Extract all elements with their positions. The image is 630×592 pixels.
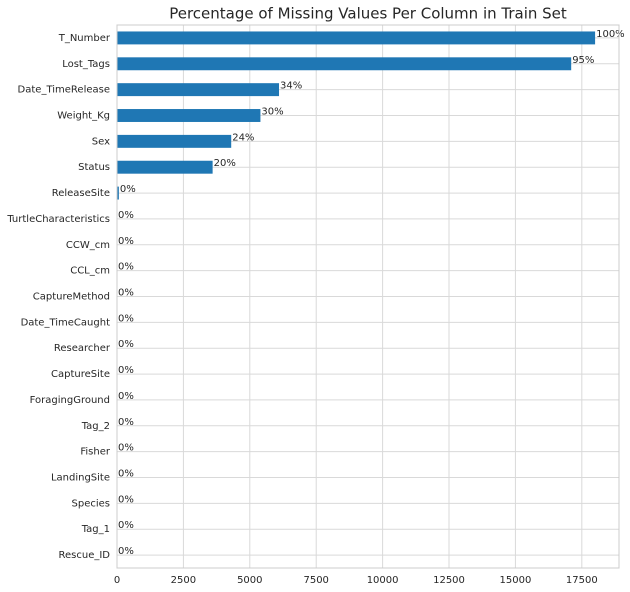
value-label: 0% [118, 443, 134, 454]
value-label: 0% [120, 184, 136, 195]
y-tick-label: LandingSite [51, 473, 110, 484]
y-tick-label: CaptureMethod [33, 292, 110, 303]
value-label: 30% [261, 107, 283, 118]
value-label: 0% [118, 391, 134, 402]
value-label: 0% [118, 288, 134, 299]
x-tick-label: 7500 [303, 575, 328, 586]
y-tick-label: CCW_cm [66, 240, 110, 251]
value-label: 0% [118, 417, 134, 428]
value-label: 24% [232, 132, 254, 143]
x-tick-label: 10000 [367, 575, 399, 586]
bar [117, 109, 261, 122]
x-tick-label: 15000 [500, 575, 532, 586]
y-tick-label: Date_TimeCaught [21, 317, 111, 328]
value-label: 95% [572, 55, 594, 66]
value-label: 0% [118, 262, 134, 273]
x-tick-label: 2500 [171, 575, 196, 586]
y-tick-label: Rescue_ID [59, 550, 111, 561]
value-label: 0% [118, 520, 134, 531]
x-tick-label: 0 [114, 575, 120, 586]
value-label: 0% [118, 313, 134, 324]
y-tick-label: CaptureSite [51, 369, 110, 380]
plot-frame [116, 24, 620, 569]
y-tick-label: Fisher [80, 447, 111, 458]
value-label: 0% [118, 210, 134, 221]
value-label: 0% [118, 494, 134, 505]
y-tick-label: Species [72, 498, 111, 509]
bar [117, 160, 213, 174]
y-tick-label: ReleaseSite [52, 188, 110, 199]
value-label: 100% [596, 29, 625, 40]
bar [117, 186, 119, 200]
value-label: 34% [280, 81, 302, 92]
value-label: 20% [214, 158, 236, 169]
y-tick-label: Status [78, 162, 110, 173]
y-tick-label: TurtleCharacteristics [6, 214, 110, 225]
bar [117, 134, 232, 148]
value-label: 0% [118, 339, 134, 350]
y-tick-label: Date_TimeRelease [18, 85, 110, 96]
bar [117, 83, 280, 97]
value-label: 0% [118, 546, 134, 557]
value-label: 0% [118, 469, 134, 480]
bar [117, 57, 572, 71]
y-tick-label: CCL_cm [70, 266, 110, 277]
y-tick-label: Sex [92, 136, 110, 147]
chart-title: Percentage of Missing Values Per Column … [169, 5, 567, 23]
y-tick-label: ForagingGround [30, 395, 110, 406]
y-tick-label: T_Number [58, 33, 111, 44]
x-tick-label: 5000 [237, 575, 262, 586]
y-tick-label: Lost_Tags [62, 59, 110, 70]
value-label: 0% [118, 236, 134, 247]
y-tick-label: Tag_2 [81, 421, 110, 432]
y-tick-label: Tag_1 [81, 524, 110, 535]
bar [117, 31, 596, 45]
y-tick-label: Weight_Kg [57, 111, 110, 122]
value-label: 0% [118, 365, 134, 376]
x-tick-label: 17500 [566, 575, 598, 586]
x-tick-label: 12500 [433, 575, 465, 586]
y-tick-label: Researcher [54, 343, 111, 354]
